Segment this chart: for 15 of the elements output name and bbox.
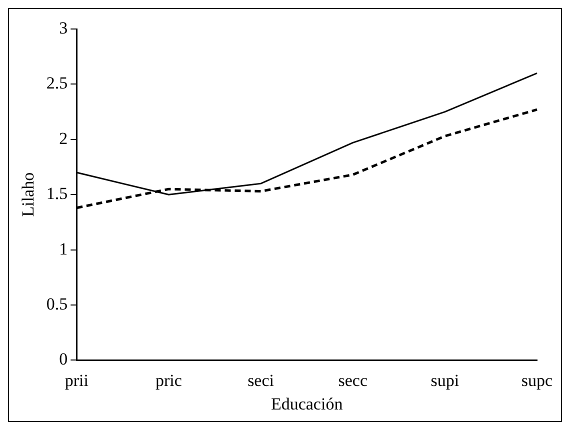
x-axis-title: Educación xyxy=(270,394,344,414)
x-tick-label: supc xyxy=(521,370,554,390)
y-tick-label: 0 xyxy=(59,350,68,369)
y-tick-label: 2.5 xyxy=(46,74,68,93)
y-axis-title: Lilaho xyxy=(18,172,38,217)
x-tick-label: secc xyxy=(338,370,368,390)
y-tick-label: 1.5 xyxy=(46,184,68,204)
x-tick-label: seci xyxy=(248,370,274,390)
x-tick-label: prii xyxy=(64,370,89,390)
y-tick-label: 3 xyxy=(59,18,68,38)
x-tick-label: pric xyxy=(156,370,182,390)
x-tick-label: supi xyxy=(430,370,460,390)
y-tick-label: 1 xyxy=(59,239,68,258)
y-tick-label: 0.5 xyxy=(46,294,68,314)
y-tick-label: 2 xyxy=(59,128,68,148)
